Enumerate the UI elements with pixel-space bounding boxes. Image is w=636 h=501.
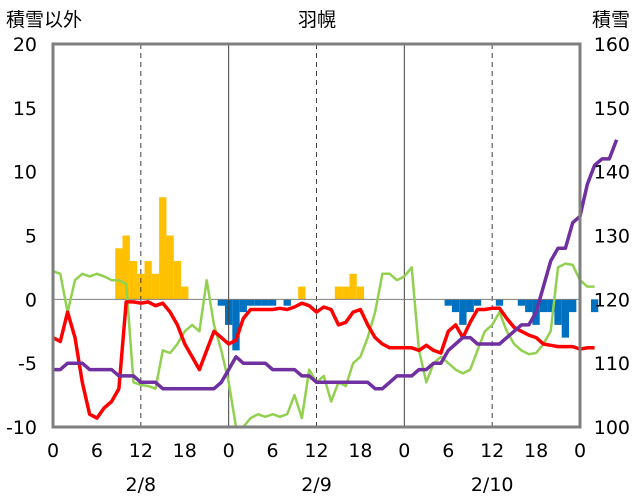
- bar: [356, 286, 365, 300]
- bar: [495, 299, 504, 306]
- right-tick-label: 130: [594, 226, 630, 248]
- bar: [254, 299, 262, 306]
- bar: [151, 273, 160, 300]
- day-label: 2/8: [126, 474, 157, 496]
- bar-group: [115, 197, 599, 351]
- bar: [173, 261, 182, 300]
- right-tick-label: 160: [594, 34, 630, 56]
- left-tick-label: 20: [13, 34, 37, 56]
- x-tick-label: 12: [129, 440, 153, 462]
- bar: [181, 286, 189, 300]
- bar: [451, 299, 460, 313]
- right-axis-ticks: 100 110 120 130 140 150 160: [594, 34, 630, 439]
- x-tick-label: 6: [442, 440, 454, 462]
- bar: [342, 286, 350, 300]
- left-axis-title: 積雪以外: [6, 9, 82, 31]
- right-axis-title: 積雪: [592, 9, 630, 31]
- x-tick-label: 0: [47, 440, 59, 462]
- left-tick-label: 0: [25, 289, 37, 311]
- right-tick-label: 110: [594, 353, 630, 375]
- chart-title: 羽幌: [298, 9, 336, 31]
- bar: [159, 197, 167, 300]
- left-tick-label: -5: [18, 353, 37, 375]
- bar: [349, 273, 357, 300]
- bar: [590, 299, 599, 313]
- bar: [246, 299, 255, 306]
- x-tick-label: 0: [574, 440, 586, 462]
- bar: [137, 273, 145, 300]
- bar: [298, 286, 306, 300]
- x-tick-label: 18: [173, 440, 197, 462]
- bar: [268, 299, 277, 306]
- x-tick-label: 0: [398, 440, 410, 462]
- gridlines: [53, 44, 580, 427]
- bar: [144, 261, 152, 300]
- right-tick-label: 150: [594, 98, 630, 120]
- day-label: 2/9: [301, 474, 332, 496]
- bar: [122, 235, 130, 300]
- left-tick-label: -10: [6, 417, 37, 439]
- x-axis-ticks: 0 6 12 18 0 6 12 18 0 6 12 18 0: [47, 440, 586, 462]
- line-group: [52, 139, 619, 429]
- bar: [569, 299, 577, 313]
- right-tick-label: 140: [594, 162, 630, 184]
- green-series-line: [52, 262, 595, 429]
- bar: [239, 299, 247, 313]
- bar: [547, 299, 555, 313]
- left-axis-ticks: -10 -5 0 5 10 15 20: [6, 34, 37, 439]
- day-label: 2/10: [471, 474, 514, 496]
- bar: [473, 299, 482, 306]
- purple-series-line: [53, 139, 619, 391]
- bar: [517, 299, 526, 306]
- bar: [554, 299, 562, 325]
- bar: [459, 299, 467, 325]
- bar: [561, 299, 570, 338]
- right-tick-label: 100: [594, 417, 630, 439]
- x-tick-label: 12: [304, 440, 328, 462]
- left-tick-label: 15: [13, 98, 37, 120]
- bar: [129, 261, 138, 300]
- x-tick-label: 6: [91, 440, 103, 462]
- bar: [539, 299, 548, 313]
- bar: [334, 286, 343, 300]
- bar: [166, 235, 174, 300]
- day-labels: 2/8 2/9 2/10: [126, 474, 514, 496]
- plot-frame: [51, 42, 582, 429]
- left-tick-label: 10: [13, 162, 37, 184]
- bar: [217, 299, 226, 306]
- bar: [115, 248, 123, 300]
- left-tick-label: 5: [25, 226, 37, 248]
- bar: [283, 299, 291, 306]
- x-tick-label: 18: [524, 440, 548, 462]
- x-tick-label: 18: [348, 440, 372, 462]
- x-tick-label: 0: [223, 440, 235, 462]
- bar: [444, 299, 452, 306]
- x-tick-label: 12: [480, 440, 504, 462]
- right-tick-label: 120: [594, 289, 630, 311]
- bar: [232, 299, 240, 351]
- x-tick-label: 6: [267, 440, 279, 462]
- bar: [466, 299, 474, 313]
- bar: [525, 299, 533, 313]
- red-series-line: [52, 300, 595, 420]
- bar: [261, 299, 269, 306]
